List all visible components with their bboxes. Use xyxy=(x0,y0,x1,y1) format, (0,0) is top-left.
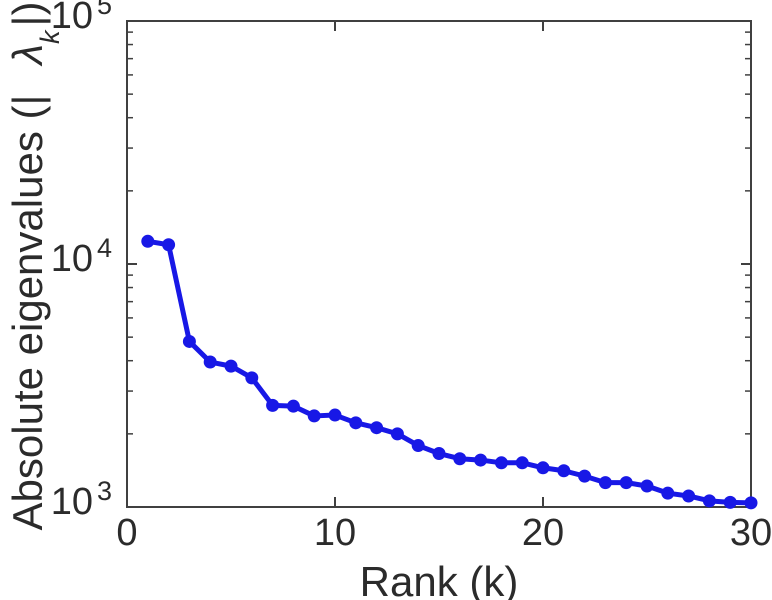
x-axis-label: Rank (k) xyxy=(359,558,519,600)
y-tick-base: 10 xyxy=(50,481,93,523)
data-point xyxy=(682,489,696,503)
data-point xyxy=(640,479,654,493)
data-point xyxy=(619,476,633,490)
data-point xyxy=(224,359,238,373)
lambda-symbol: λ xyxy=(4,43,51,65)
data-point xyxy=(702,494,716,508)
y-tick-exponent: 4 xyxy=(96,233,112,263)
data-point xyxy=(744,496,758,510)
y-axis-label: Absolute eigenvalues (| λk |) xyxy=(2,0,65,546)
data-point xyxy=(598,476,612,490)
y-tick-label: 10 4 xyxy=(2,233,112,281)
x-tick-label: 0 xyxy=(116,512,138,554)
y-tick-base: 10 xyxy=(50,0,93,37)
data-point xyxy=(557,464,571,478)
data-point xyxy=(141,234,155,248)
data-point xyxy=(182,334,196,348)
x-tick-label: 30 xyxy=(729,512,772,554)
y-tick-label: 10 3 xyxy=(2,476,112,524)
data-point xyxy=(515,456,529,470)
data-point xyxy=(432,447,446,461)
data-point xyxy=(390,427,404,441)
data-point xyxy=(349,416,363,430)
data-point xyxy=(536,461,550,475)
data-point xyxy=(266,398,280,412)
data-point xyxy=(453,452,467,466)
y-axis-label-suffix: |) xyxy=(4,1,51,27)
y-tick-exponent: 3 xyxy=(96,476,112,506)
y-axis-label-prefix: Absolute eigenvalues (| xyxy=(4,94,51,531)
data-point xyxy=(307,409,321,423)
data-point xyxy=(370,421,384,435)
data-point xyxy=(203,355,217,369)
data-point xyxy=(578,469,592,483)
data-point xyxy=(411,439,425,453)
data-point xyxy=(474,453,488,467)
x-tick-label: 20 xyxy=(521,512,565,554)
data-point xyxy=(162,238,176,252)
y-tick-base: 10 xyxy=(50,238,93,280)
plot-frame xyxy=(126,20,752,508)
lambda-subscript: k xyxy=(35,30,66,44)
data-point xyxy=(286,399,300,413)
data-point xyxy=(245,371,259,385)
y-tick-exponent: 5 xyxy=(96,0,112,20)
data-point xyxy=(494,456,508,470)
data-line xyxy=(145,238,754,506)
data-point xyxy=(328,408,342,422)
x-tick-label: 10 xyxy=(313,512,357,554)
y-tick-label: 10 5 xyxy=(2,0,112,38)
data-point xyxy=(661,486,675,500)
data-point xyxy=(723,495,737,509)
